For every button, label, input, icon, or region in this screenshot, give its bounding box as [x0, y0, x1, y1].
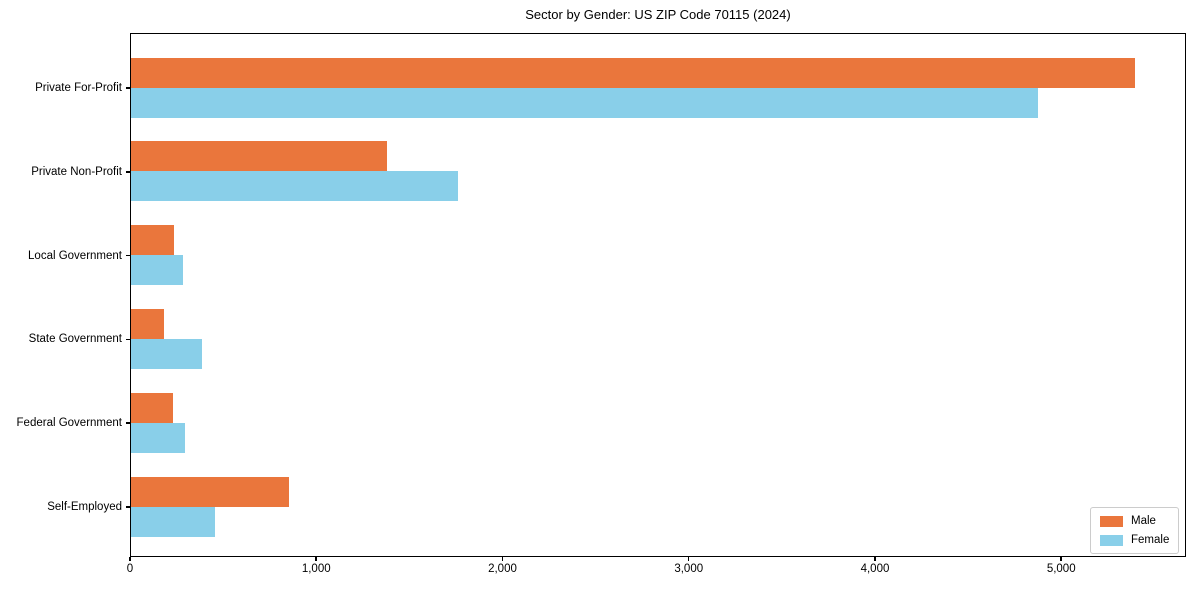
bar-male-state-government [131, 308, 165, 339]
y-tick-mark [126, 171, 130, 173]
y-axis-label-federal-government: Federal Government [16, 417, 122, 430]
legend-entry-male: Male [1100, 515, 1169, 527]
x-tick-label-3000: 3,000 [674, 563, 704, 575]
y-tick-mark [126, 338, 130, 341]
bar-female-local-government [131, 255, 184, 286]
y-tick-mark [126, 422, 130, 424]
bar-male-local-government [131, 225, 174, 256]
x-tick-label-5000: 5,000 [1046, 563, 1076, 575]
y-axis-label-private-non-profit: Private Non-Profit [31, 165, 122, 178]
legend: Male Female [1090, 507, 1180, 554]
x-tick-mark [129, 557, 131, 561]
x-tick-label-2000: 2,000 [488, 563, 517, 575]
x-tick-label-1000: 1,000 [301, 563, 331, 575]
male-series-swatch [1100, 515, 1123, 527]
bar-male-federal-government [131, 392, 173, 423]
legend-female-label: Female [1131, 534, 1170, 546]
bar-female-self-employed [131, 506, 215, 537]
x-tick-label-4000: 4,000 [860, 563, 890, 575]
x-tick-mark [874, 557, 876, 561]
x-tick-label-0: 0 [126, 563, 134, 575]
bar-male-private-non-profit [131, 141, 387, 172]
x-tick-mark [1060, 557, 1062, 561]
bar-male-self-employed [131, 476, 289, 507]
legend-entry-female: Female [1100, 534, 1169, 546]
y-axis-label-private-for-profit: Private For-Profit [35, 82, 122, 94]
y-tick-mark [126, 254, 130, 257]
plot-area [130, 33, 1186, 557]
bar-male-private-for-profit [131, 57, 1135, 88]
x-tick-mark [315, 557, 317, 561]
y-axis-label-self-employed: Self-Employed [47, 501, 122, 513]
x-tick-mark [501, 557, 504, 561]
bar-female-federal-government [131, 422, 185, 453]
x-tick-mark [687, 557, 690, 561]
y-axis-label-local-government: Local Government [28, 249, 122, 262]
y-tick-mark [126, 506, 130, 508]
chart-title: Sector by Gender: US ZIP Code 70115 (202… [525, 7, 791, 22]
bar-female-private-non-profit [131, 171, 459, 202]
female-series-swatch [1100, 534, 1123, 546]
bar-female-private-for-profit [131, 87, 1039, 118]
y-axis-label-state-government: State Government [28, 333, 122, 346]
bar-female-state-government [131, 338, 202, 369]
legend-male-label: Male [1131, 515, 1156, 527]
y-tick-mark [126, 87, 130, 89]
